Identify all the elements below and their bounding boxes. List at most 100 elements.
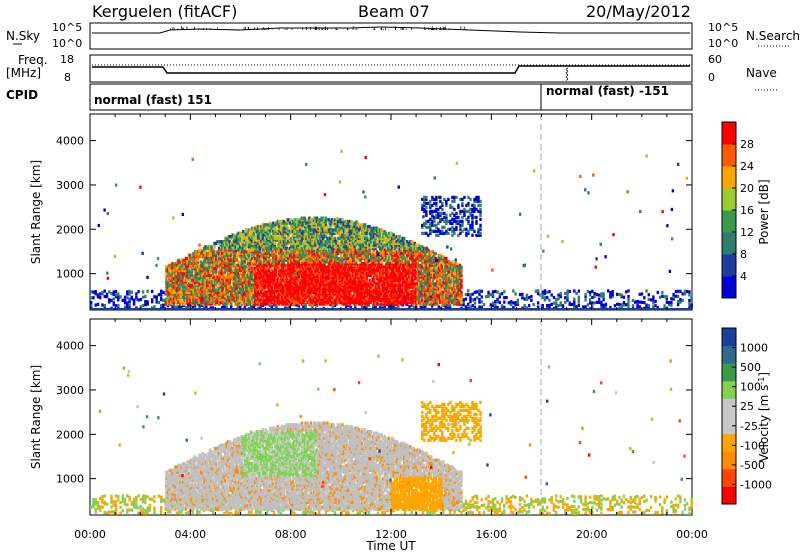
power-cell [287,275,290,279]
power-cell [290,278,293,283]
power-cell [174,299,177,303]
power-cell [178,288,182,293]
power-cell [220,240,224,244]
power-cell [299,297,302,301]
power-cell [290,223,293,227]
power-cell [536,301,540,305]
power-cell [193,270,197,274]
power-cell [273,250,277,254]
power-cell [208,283,212,288]
power-cell [169,273,173,278]
power-cell [278,228,281,232]
power-cell [219,263,222,267]
power-cell [282,277,286,281]
power-cell [267,295,270,299]
power-cell [314,224,317,229]
power-cell [584,292,587,297]
power-cell [288,302,292,306]
power-cell [128,306,131,310]
power-cell [228,299,231,303]
power-cell [231,233,234,237]
power-cell [258,246,261,251]
power-cell [261,268,264,272]
power-cell [211,270,215,274]
power-cell [260,302,263,306]
power-cell [180,270,183,274]
power-cell [284,263,287,267]
power-cell [276,300,280,304]
power-cell [186,287,189,291]
power-cell [543,292,547,296]
power-cell [255,226,258,230]
power-cell [255,290,258,294]
power-cell [374,295,377,299]
power-cell [231,265,234,269]
power-cell [663,295,666,299]
power-cell [240,275,243,279]
power-cell [231,256,234,261]
power-cell [171,300,174,304]
power-cell [183,262,186,266]
power-cell [165,299,168,303]
power-cell [306,258,310,262]
power-cell [293,262,296,266]
power-cell [269,272,272,276]
power-cell [272,295,275,299]
power-cell [225,245,228,249]
power-cell [207,270,210,274]
power-cell [309,268,313,272]
power-cell [649,298,653,302]
power-cell [622,295,626,299]
power-cell [207,288,210,293]
power-cell [216,285,219,289]
power-cell [208,277,212,281]
power-cell [285,275,289,279]
power-cell [333,236,337,240]
power-cell [303,263,307,267]
power-cell [257,226,260,230]
power-cell [530,294,533,299]
power-cell [255,230,258,234]
power-cell [232,277,236,281]
power-cell [190,288,194,293]
power-cell [261,297,264,301]
power-cell [260,273,263,278]
power-cell [303,238,307,242]
power-cell [491,290,495,294]
power-cell [220,275,224,279]
power-cell [294,288,298,293]
power-cell [266,231,269,235]
power-cell [216,262,219,266]
power-cell [208,260,212,264]
power-cell [473,297,477,301]
power-cell [287,272,290,276]
power-cell [290,256,293,261]
power-cell [204,263,207,267]
power-cell [296,288,299,293]
power-cell [242,282,245,286]
power-cell [299,219,302,224]
power-cell [311,224,314,229]
power-cell [150,300,154,304]
power-cell [294,297,298,301]
power-cell [293,295,296,299]
power-cell [103,294,106,299]
power-cell [296,292,299,296]
power-cell [257,250,260,254]
power-cell [268,303,271,307]
power-cell [223,258,227,262]
power-cell [202,273,206,278]
power-cell [260,233,263,237]
power-cell [293,277,296,281]
power-cell [293,230,296,234]
power-cell [225,243,228,247]
power-cell [204,267,207,271]
power-cell [240,253,243,257]
power-cell [243,295,246,299]
power-cell [627,301,630,305]
power-cell [285,283,289,288]
power-cell [226,292,230,296]
power-cell [270,300,273,304]
power-cell [314,295,317,299]
power-cell [291,295,295,299]
